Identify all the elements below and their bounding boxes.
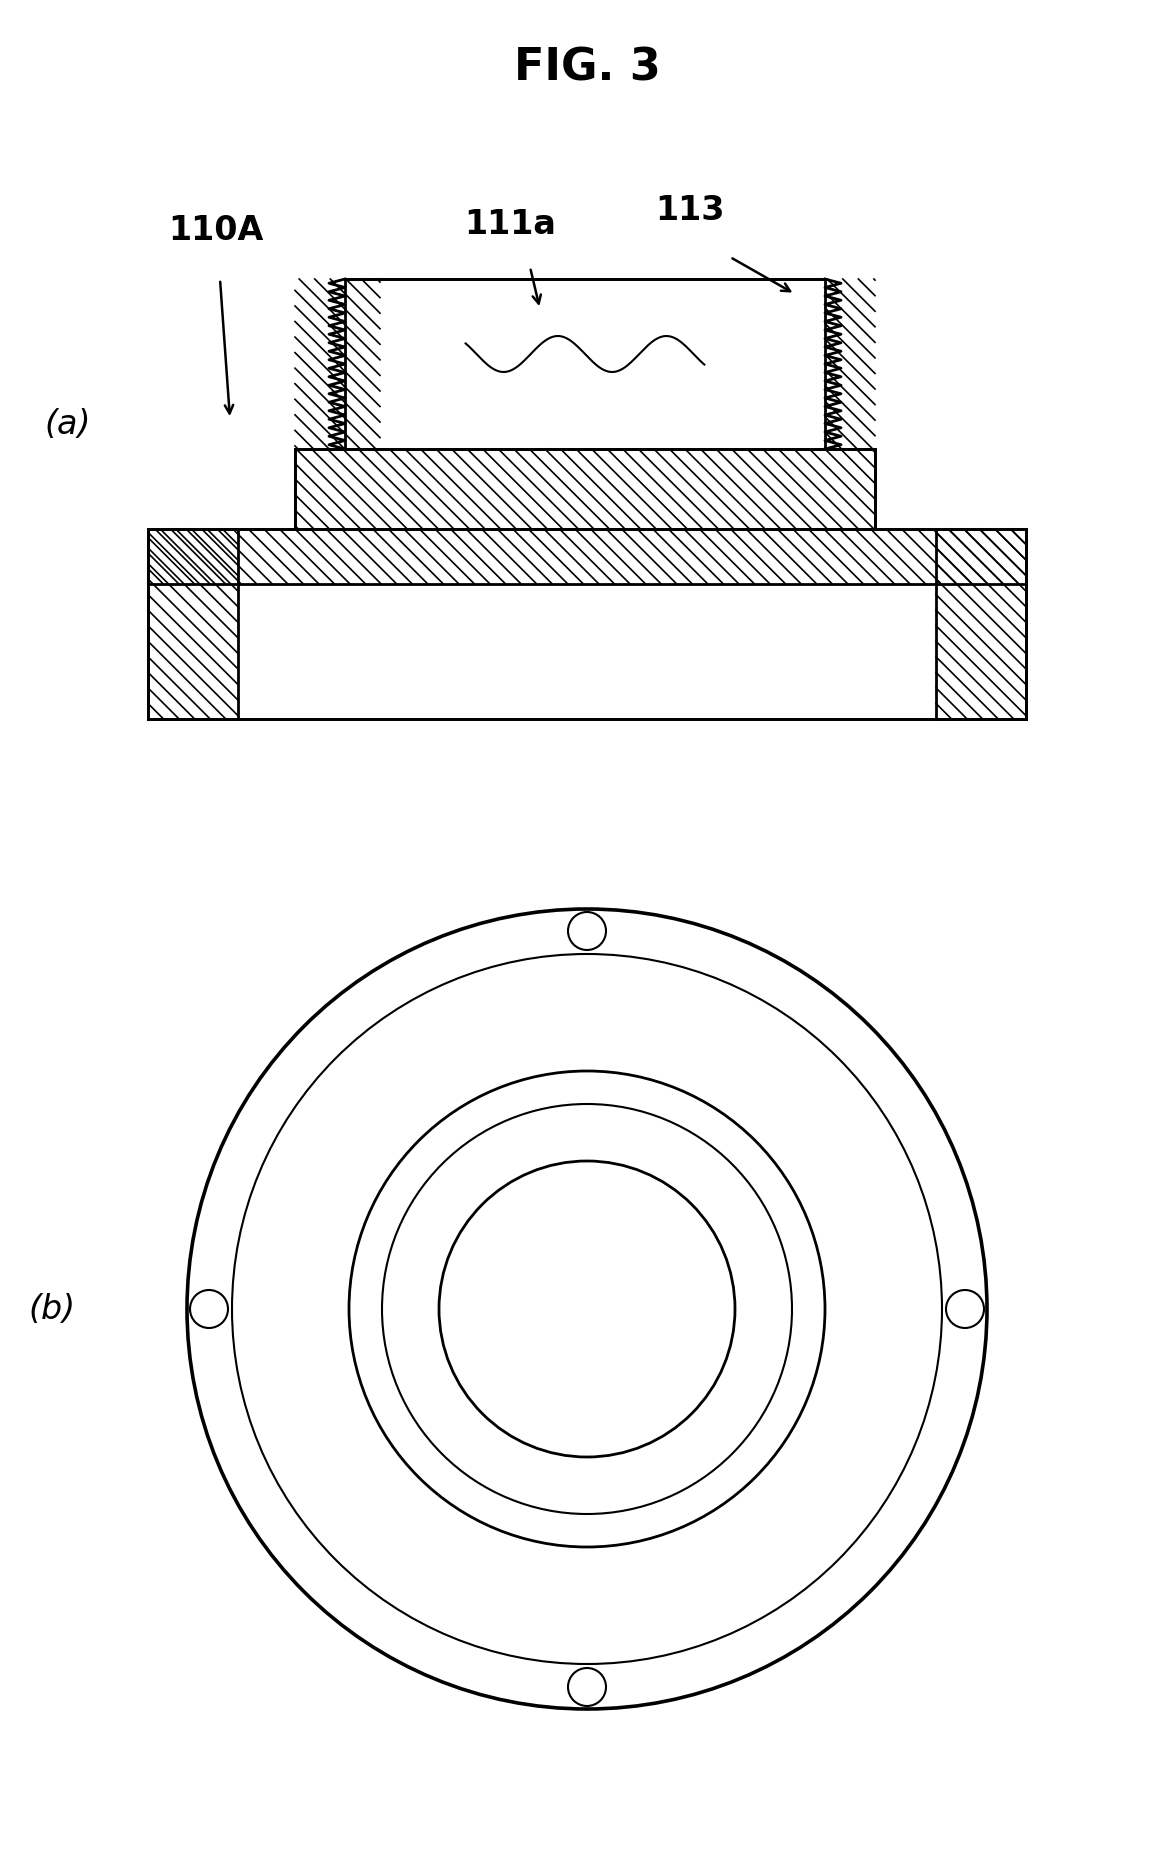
- Circle shape: [568, 1669, 606, 1706]
- Bar: [295, 279, 380, 450]
- Circle shape: [568, 912, 606, 950]
- Bar: [936, 530, 1026, 719]
- Circle shape: [946, 1290, 984, 1328]
- Bar: [295, 450, 875, 530]
- Text: 113: 113: [655, 193, 724, 227]
- Circle shape: [190, 1290, 228, 1328]
- Bar: [148, 530, 238, 719]
- Text: 110A: 110A: [168, 214, 263, 247]
- Text: FIG. 3: FIG. 3: [514, 47, 661, 90]
- Text: (a): (a): [45, 408, 92, 442]
- Bar: [148, 530, 1026, 719]
- Bar: [148, 530, 1026, 584]
- Text: 111a: 111a: [464, 208, 556, 242]
- Text: (b): (b): [28, 1292, 75, 1326]
- Circle shape: [349, 1071, 825, 1547]
- Bar: [295, 450, 875, 530]
- Circle shape: [439, 1161, 735, 1457]
- Bar: [345, 279, 825, 450]
- Bar: [825, 279, 875, 450]
- Circle shape: [187, 910, 987, 1708]
